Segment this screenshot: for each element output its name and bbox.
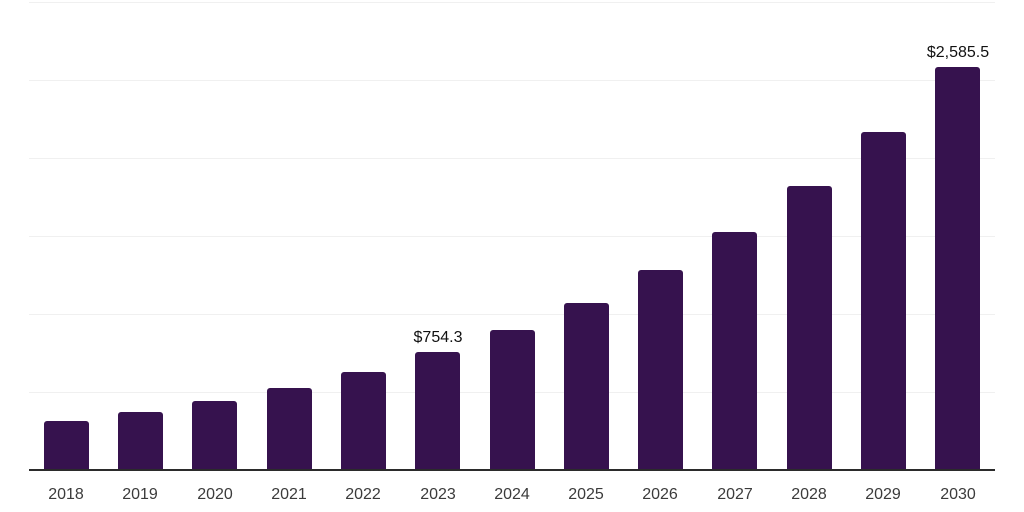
x-tick-label-2030: 2030: [940, 486, 976, 503]
bar-2022: [341, 372, 386, 470]
bar-2025: [564, 303, 609, 470]
x-tick-label-2021: 2021: [271, 486, 307, 503]
x-tick-label-2028: 2028: [791, 486, 827, 503]
data-label-2023: $754.3: [413, 329, 463, 346]
bar-2018: [44, 421, 89, 470]
gridline-2000: [29, 158, 995, 159]
x-axis-line: [29, 469, 995, 471]
bar-2029: [861, 132, 906, 470]
x-tick-label-2022: 2022: [345, 486, 381, 503]
x-tick-label-2025: 2025: [568, 486, 604, 503]
x-tick-label-2019: 2019: [122, 486, 158, 503]
x-tick-label-2026: 2026: [642, 486, 678, 503]
gridline-3000: [29, 2, 995, 3]
gridline-1500: [29, 236, 995, 237]
bar-2021: [267, 388, 312, 470]
bar-2019: [118, 412, 163, 470]
bar-2027: [712, 232, 757, 470]
x-tick-label-2024: 2024: [494, 486, 530, 503]
gridline-2500: [29, 80, 995, 81]
x-tick-label-2020: 2020: [197, 486, 233, 503]
gridline-1000: [29, 314, 995, 315]
bar-2026: [638, 270, 683, 470]
x-tick-label-2029: 2029: [865, 486, 901, 503]
bar-2024: [490, 330, 535, 470]
data-label-2030: $2,585.5: [926, 44, 990, 61]
bar-2023: [415, 352, 460, 470]
x-tick-label-2018: 2018: [48, 486, 84, 503]
bar-2028: [787, 186, 832, 470]
x-tick-label-2027: 2027: [717, 486, 753, 503]
x-tick-label-2023: 2023: [420, 486, 456, 503]
bar-2030: [935, 67, 980, 470]
bar-2020: [192, 401, 237, 470]
